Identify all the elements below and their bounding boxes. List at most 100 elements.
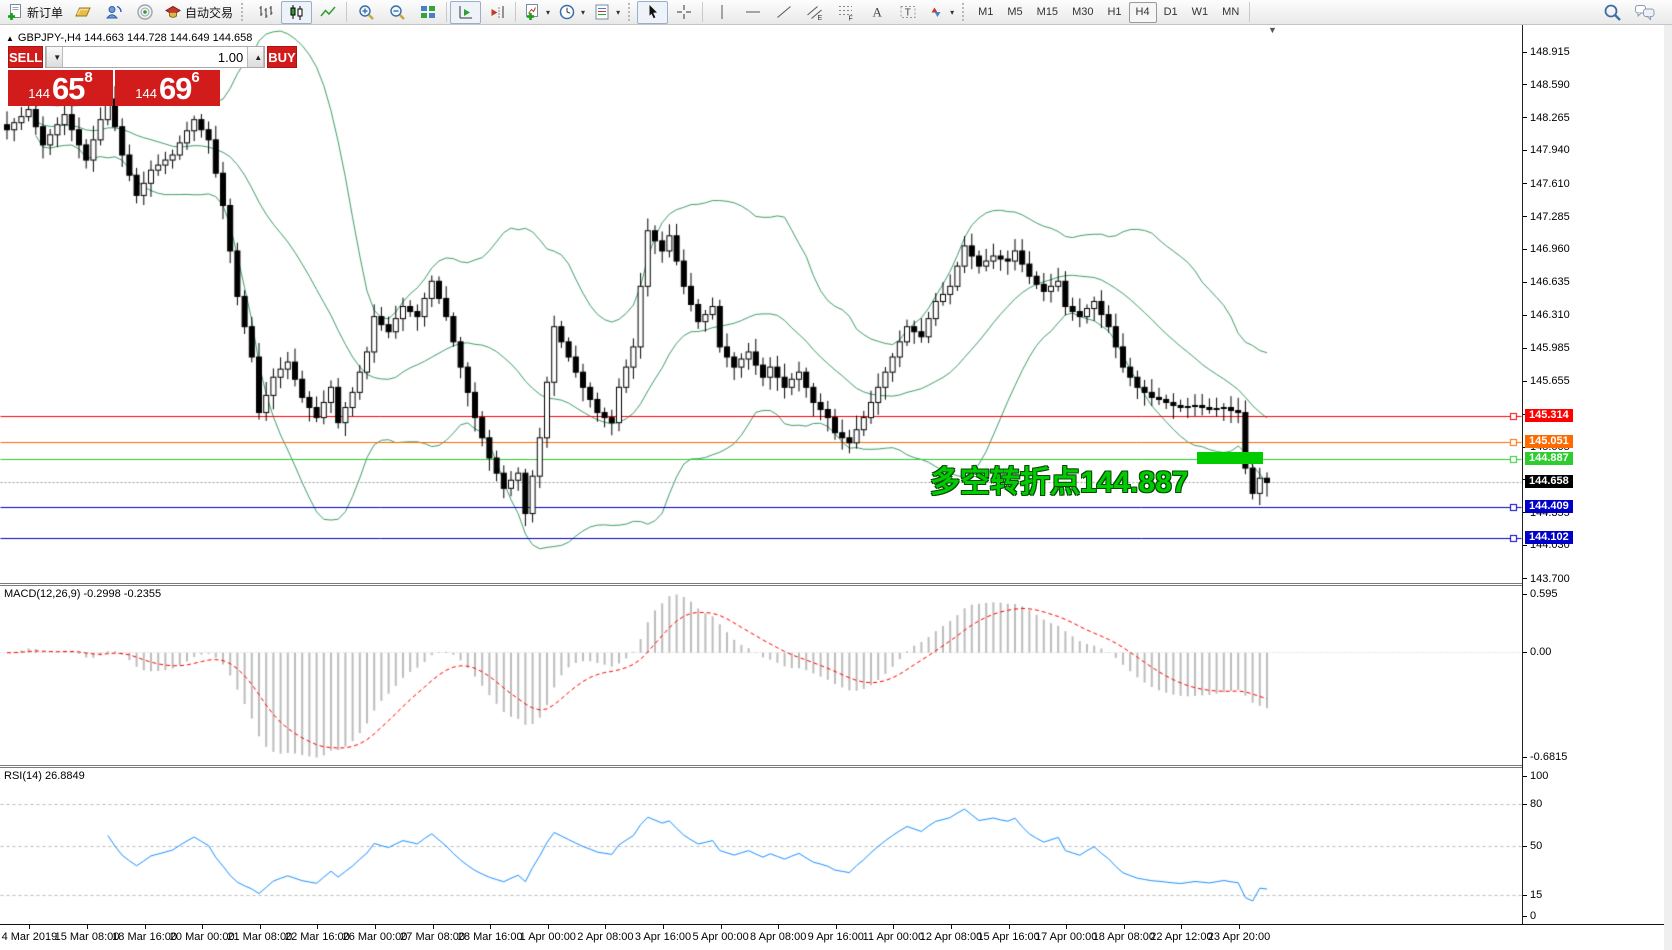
timeframe-h1-button[interactable]: H1 — [1107, 6, 1122, 18]
sell-button[interactable]: SELL — [8, 46, 44, 68]
zoom-out-button[interactable] — [381, 1, 412, 24]
trendline-button[interactable] — [768, 1, 799, 24]
hline-price-label: 145.051 — [1525, 435, 1573, 449]
collapse-quote-panel-icon[interactable]: ▲ — [6, 33, 14, 43]
timeframe-m5-button[interactable]: M5 — [1007, 6, 1023, 18]
svg-text:T: T — [904, 8, 910, 19]
line-chart-button[interactable] — [312, 1, 343, 24]
price-tick: 146.310 — [1523, 309, 1570, 321]
zoom-in-icon — [357, 3, 375, 21]
search-icon[interactable] — [1603, 3, 1622, 22]
volume-decrease-icon[interactable]: ▼ — [46, 47, 64, 67]
market-watch-button[interactable] — [98, 1, 129, 24]
vertical-line-button[interactable] — [706, 1, 737, 24]
text-label-icon: T — [899, 3, 917, 21]
periods-dropdown-icon[interactable]: ▾ — [581, 7, 586, 17]
equidistant-channel-button[interactable]: E — [799, 1, 830, 24]
templates-dropdown-icon[interactable]: ▾ — [616, 7, 621, 17]
time-tick-label: 12 Apr 08:00 — [919, 931, 983, 943]
price-tick: 0.595 — [1523, 588, 1558, 600]
time-tick-label: 23 Apr 20:00 — [1207, 931, 1271, 943]
volume-input[interactable] — [63, 47, 248, 67]
symbol-ohlc-text: GBPJPY-,H4 144.663 144.728 144.649 144.6… — [17, 32, 253, 44]
time-tick — [951, 925, 952, 929]
time-tick-label: 9 Apr 16:00 — [807, 931, 864, 943]
zoom-in-button[interactable] — [350, 1, 381, 24]
chart-shift-button[interactable] — [481, 1, 512, 24]
new-order-label: 新订单 — [27, 5, 64, 20]
price-tick: 147.610 — [1523, 178, 1570, 190]
autotrading-button[interactable]: 自动交易 — [160, 1, 237, 24]
timeframe-d1-button[interactable]: D1 — [1163, 6, 1178, 18]
arrows-dropdown-icon[interactable]: ▾ — [950, 7, 955, 17]
candlesticks-button[interactable] — [281, 0, 313, 24]
auto-scroll-button[interactable] — [450, 0, 482, 24]
fibonacci-button[interactable]: F — [830, 1, 861, 24]
time-tick-label: 21 Mar 08:00 — [227, 931, 293, 943]
time-tick — [836, 925, 837, 929]
toolbar-separator — [446, 2, 448, 22]
price-tick: 148.915 — [1523, 46, 1570, 58]
time-axis[interactable]: 4 Mar 2019 15 Mar 08:00 18 Mar 16:00 20 Mar… — [0, 924, 1672, 950]
toolbar-separator — [1249, 2, 1251, 22]
buy-price-button[interactable]: 144 69 6 — [115, 70, 220, 106]
buy-button[interactable]: BUY — [267, 46, 297, 68]
price-tick: 145.985 — [1523, 342, 1570, 354]
new-order-button[interactable]: 新订单 — [2, 1, 67, 24]
periods-button[interactable]: ▾ — [554, 1, 589, 24]
signals-button[interactable] — [129, 1, 160, 24]
crosshair-button[interactable] — [668, 1, 699, 24]
timeframe-m30-button[interactable]: M30 — [1072, 6, 1094, 18]
indicators-button[interactable]: ▾ — [519, 1, 554, 24]
main-chart-canvas[interactable] — [0, 25, 1522, 583]
macd-label: MACD(12,26,9) -0.2998 -0.2355 — [4, 588, 162, 600]
horizontal-line-icon — [744, 3, 762, 21]
bar-chart-button[interactable] — [250, 1, 281, 24]
timeframe-h4-button[interactable]: H4 — [1128, 1, 1157, 23]
vertical-line-icon — [713, 3, 731, 21]
pane-separator-2[interactable] — [0, 765, 1672, 768]
timeframe-w1-button[interactable]: W1 — [1191, 6, 1209, 18]
profiles-button[interactable] — [67, 1, 98, 24]
chart-shift-marker-icon[interactable]: ▼ — [1268, 25, 1277, 35]
candlesticks-icon — [288, 3, 306, 21]
macd-canvas[interactable] — [0, 586, 1522, 765]
time-tick-label: 3 Apr 16:00 — [634, 931, 692, 943]
indicators-dropdown-icon[interactable]: ▾ — [546, 7, 551, 17]
price-tick: 80 — [1523, 798, 1542, 810]
timeframe-m1-button[interactable]: M1 — [978, 6, 994, 18]
timeframe-mn-button[interactable]: MN — [1222, 6, 1240, 18]
time-tick-label: 5 Apr 00:00 — [692, 931, 749, 943]
tile-windows-button[interactable] — [412, 1, 443, 24]
volume-increase-icon[interactable]: ▲ — [247, 47, 265, 67]
templates-button[interactable]: ▾ — [589, 1, 624, 24]
text-label-button[interactable]: T — [892, 1, 923, 24]
horizontal-line-button[interactable] — [737, 1, 768, 24]
cursor-button[interactable] — [637, 0, 669, 24]
time-tick-label: 1 Apr 00:00 — [519, 931, 576, 943]
arrows-button[interactable]: ▾ — [923, 1, 958, 24]
window-right-edge — [1664, 25, 1672, 950]
chat-icon[interactable] — [1634, 3, 1656, 22]
sell-price-pip: 8 — [84, 69, 93, 86]
fibonacci-icon: F — [837, 3, 855, 21]
timeframe-m15-button[interactable]: M15 — [1036, 6, 1059, 18]
new-order-icon — [6, 3, 24, 21]
time-tick-label: 4 Mar 2019 — [1, 931, 58, 943]
time-tick-label: 2 Apr 08:00 — [577, 931, 634, 943]
price-axis[interactable]: 148.915 148.590 148.265 147.940 147.610 147.2… — [1522, 25, 1665, 950]
text-button[interactable]: A — [861, 1, 892, 24]
pane-separator-1[interactable] — [0, 583, 1672, 586]
time-tick-label: 17 Apr 00:00 — [1034, 931, 1098, 943]
time-tick — [145, 925, 146, 929]
sell-price-prefix: 144 — [28, 86, 50, 101]
sell-price-button[interactable]: 144 65 8 — [8, 70, 113, 106]
time-tick — [778, 925, 779, 929]
profiles-icon — [74, 3, 92, 21]
time-tick-label: 18 Mar 16:00 — [112, 931, 178, 943]
time-tick — [1124, 925, 1125, 929]
time-tick — [490, 925, 491, 929]
rsi-canvas[interactable] — [0, 768, 1522, 924]
svg-text:F: F — [848, 16, 852, 22]
crosshair-icon — [675, 3, 693, 21]
